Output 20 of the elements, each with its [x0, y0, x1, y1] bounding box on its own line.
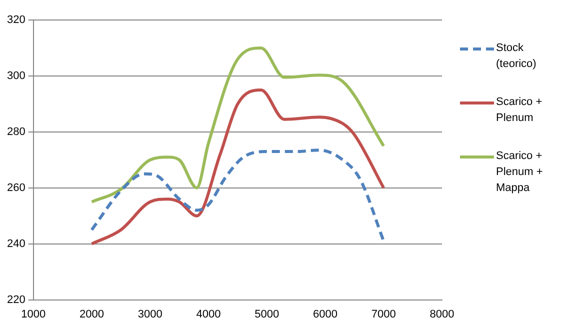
x-tick-label: 7000 — [371, 308, 396, 320]
x-tick-label: 8000 — [430, 308, 454, 320]
x-tick-label: 1000 — [21, 308, 46, 320]
y-tick-label: 300 — [6, 70, 26, 82]
y-tick-label: 240 — [6, 238, 26, 250]
legend-label: Scarico + Plenum + Mappa — [496, 149, 544, 196]
line-series — [90, 46, 386, 204]
x-tick-label: 5000 — [254, 308, 280, 320]
line-series — [90, 88, 386, 246]
x-tick-label: 2000 — [79, 308, 104, 320]
x-tick-label: 6000 — [313, 308, 338, 320]
y-tick-label: 220 — [6, 294, 26, 306]
legend-label: Stock (teorico) — [496, 41, 538, 72]
x-tick-label: 3000 — [138, 308, 162, 320]
y-tick-label: 320 — [6, 14, 26, 26]
y-tick-label: 260 — [6, 182, 26, 194]
x-tick-label: 4000 — [196, 308, 221, 320]
y-tick-label: 280 — [6, 126, 26, 138]
legend-label: Scarico + Plenum — [496, 95, 544, 126]
line-series — [90, 148, 386, 243]
